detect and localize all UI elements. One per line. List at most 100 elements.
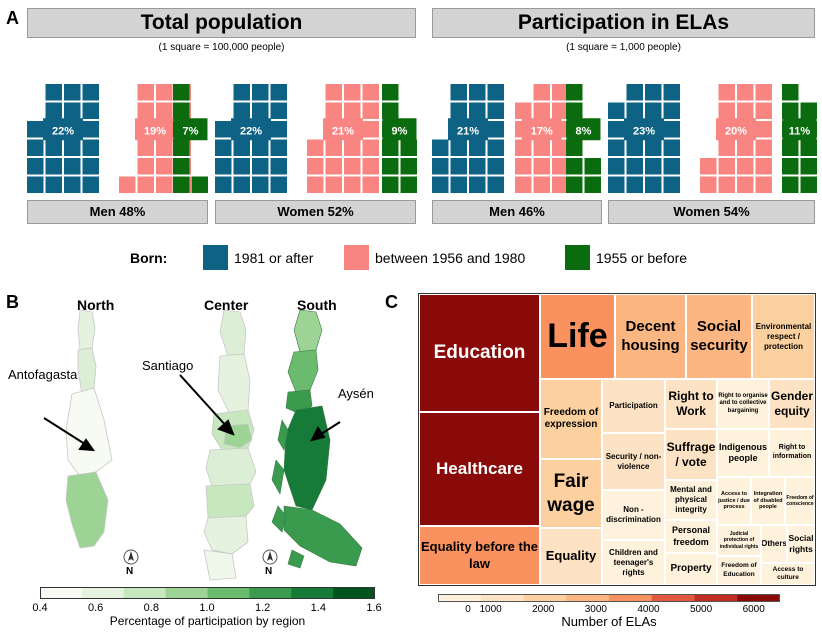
waffle-square	[608, 102, 625, 119]
waffle-square	[515, 158, 532, 175]
treemap-tile-label: Integration of disabled people	[753, 490, 783, 511]
treemap-tile: Equality	[540, 528, 602, 585]
treemap-tile-label: Freedom of Education	[721, 562, 757, 578]
colorbar-elas-step	[523, 594, 567, 602]
waffle-square	[233, 102, 250, 119]
waffle-square	[173, 139, 190, 156]
waffle-square	[362, 158, 379, 175]
treemap-tile-label: Access to culture	[772, 565, 804, 581]
waffle-square	[608, 158, 625, 175]
treemap-tile: Access to justice / due process	[717, 477, 751, 525]
waffle-label-bg	[231, 118, 271, 141]
waffle-square	[45, 102, 62, 119]
treemap-tile-label: Participation	[609, 401, 658, 410]
waffle-square	[382, 176, 399, 193]
treemap-tile-label: Life	[547, 317, 608, 356]
treemap-tile-label: Equality before the law	[420, 539, 539, 571]
waffle-square	[64, 139, 81, 156]
antofagasta-arrowhead	[78, 438, 96, 452]
waffle-square	[645, 176, 662, 193]
waffle-square	[782, 102, 799, 119]
waffle-square	[119, 176, 136, 193]
waffle-square	[137, 102, 154, 119]
colorbar-participation-tick: 1.0	[199, 602, 215, 614]
waffle-square	[432, 176, 449, 193]
waffle-square	[82, 84, 99, 101]
waffle-square	[800, 158, 817, 175]
center-region-6	[203, 515, 249, 555]
region-title-north: North	[77, 297, 115, 313]
waffle-square	[737, 102, 754, 119]
treemap-tile-label: Others	[761, 539, 787, 548]
treemap-tile-label: Non - discrimination	[606, 505, 661, 524]
waffle-label-bg	[382, 118, 417, 141]
treemap-tile: Equality before the law	[419, 526, 540, 585]
total-population-header: Total population	[27, 8, 416, 38]
waffle-square	[469, 102, 486, 119]
waffle-square	[400, 158, 417, 175]
waffle-square	[45, 139, 62, 156]
treemap-tile-label: Social rights	[788, 533, 814, 554]
waffle-square	[252, 84, 269, 101]
south-region-1	[293, 310, 323, 353]
colorbar-participation-tick: 0.6	[88, 602, 104, 614]
colorbar-elas-tick: 2000	[532, 604, 555, 615]
waffle-square	[82, 121, 99, 138]
antofagasta-arrow	[43, 417, 89, 447]
treemap-tile-label: Gender equity	[770, 389, 813, 418]
colorbar-participation-tick: 1.6	[366, 602, 382, 614]
colorbar-participation-frame	[40, 587, 375, 599]
ela-men-footer: Men 46%	[432, 200, 602, 224]
legend-label-1955: 1955 or before	[596, 250, 688, 266]
waffle-square	[362, 176, 379, 193]
waffle-square	[608, 176, 625, 193]
waffle-square	[27, 121, 44, 138]
treemap-tile: Right to organise and to collective barg…	[717, 379, 769, 429]
waffle-square	[663, 158, 680, 175]
waffle-square	[663, 102, 680, 119]
waffle-label-bg	[566, 118, 601, 141]
waffle-percent-label: 23%	[633, 125, 655, 137]
treemap-tile-label: Security / non-violence	[605, 451, 662, 471]
waffle-label-bg	[716, 118, 756, 141]
south-islands	[271, 419, 305, 569]
waffle-square	[450, 139, 467, 156]
treemap-tile: Freedom of conscience	[785, 477, 815, 525]
waffle-square	[782, 176, 799, 193]
north-region-4	[65, 471, 109, 549]
waffle-square	[215, 158, 232, 175]
waffle-square	[566, 176, 583, 193]
treemap-tile-label: Suffrage / vote	[666, 439, 716, 469]
waffle-square	[552, 176, 569, 193]
annotation-arrows	[43, 374, 341, 452]
waffle-square	[552, 84, 569, 101]
waffle-square	[27, 176, 44, 193]
waffle-square	[233, 84, 250, 101]
waffle-square	[645, 84, 662, 101]
ela-participation-header: Participation in ELAs	[432, 8, 815, 38]
colorbar-participation-step	[165, 587, 208, 599]
waffle-square	[307, 139, 324, 156]
colorbar-elas-ticks: 0 1000 2000 3000 4000 5000 6000	[438, 604, 780, 617]
waffle-square	[362, 121, 379, 138]
waffle-square	[45, 158, 62, 175]
waffle-square	[233, 139, 250, 156]
waffle-square	[718, 176, 735, 193]
waffle-square	[64, 84, 81, 101]
annotation-antofagasta: Antofagasta	[8, 367, 78, 382]
waffle-square	[718, 139, 735, 156]
waffle-square	[566, 84, 583, 101]
colorbar-elas-step	[737, 594, 780, 602]
waffle-label-bg	[173, 118, 208, 141]
waffle-square	[737, 139, 754, 156]
treemap-tile: Right to Work	[665, 379, 717, 429]
waffle-percent-label: 22%	[240, 125, 262, 137]
north-region-1	[77, 310, 96, 351]
waffle-label-bg	[135, 118, 175, 141]
north-region-3	[65, 387, 113, 477]
colorbar-elas-tick: 6000	[742, 604, 765, 615]
waffle-square	[718, 158, 735, 175]
aysen-arrowhead	[310, 426, 326, 442]
waffle-square	[450, 158, 467, 175]
waffle-square	[156, 84, 173, 101]
